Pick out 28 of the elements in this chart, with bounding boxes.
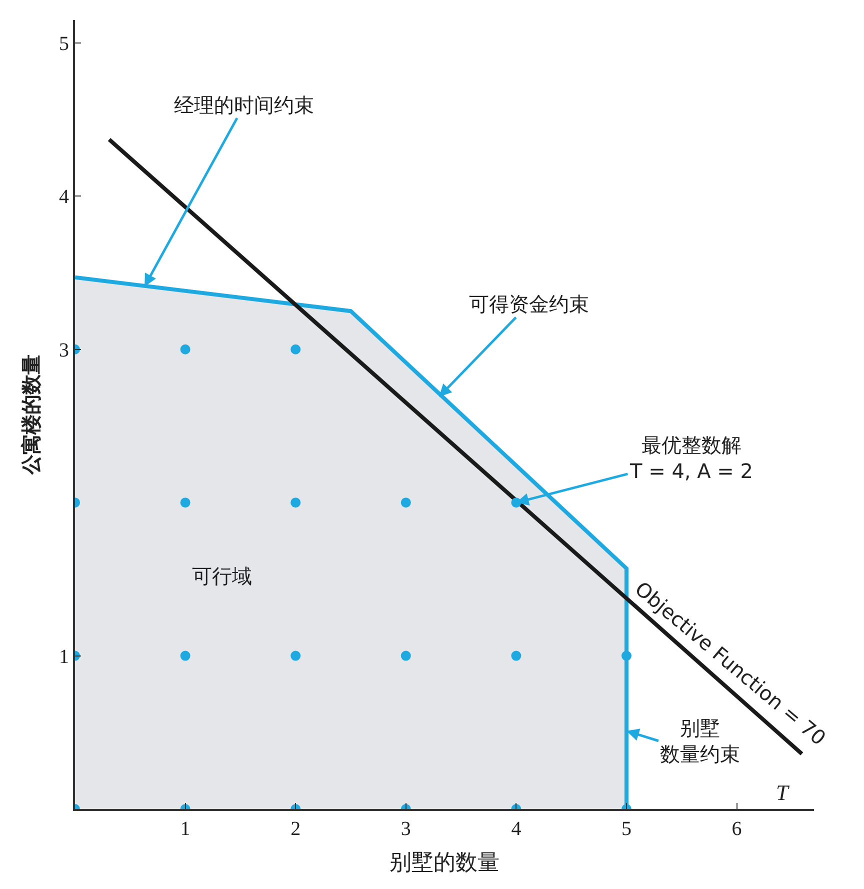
y-tick-label: 1 bbox=[59, 646, 69, 668]
point bbox=[180, 344, 190, 354]
point bbox=[290, 498, 301, 508]
x-tick-label: 4 bbox=[511, 818, 522, 840]
x-tick-label: 6 bbox=[732, 818, 742, 840]
point bbox=[180, 498, 190, 508]
annotation: 别墅数量约束 bbox=[660, 716, 740, 766]
y-tick-label: 3 bbox=[59, 339, 69, 362]
x-axis-title: 别墅的数量 bbox=[390, 850, 500, 876]
point bbox=[290, 650, 301, 661]
annotation: T bbox=[776, 780, 790, 805]
y-tick-label: 4 bbox=[59, 186, 69, 208]
x-tick-label: 5 bbox=[621, 818, 632, 840]
point bbox=[400, 498, 411, 508]
point bbox=[400, 650, 411, 661]
y-axis-title: 公寓楼的数量 bbox=[19, 354, 43, 476]
point bbox=[180, 650, 190, 661]
y-tick-label: 5 bbox=[59, 32, 69, 55]
point bbox=[621, 650, 632, 661]
x-tick-label: 3 bbox=[400, 818, 411, 840]
point bbox=[511, 650, 522, 661]
annotation: 可得资金约束 bbox=[469, 292, 589, 316]
x-tick-label: 1 bbox=[180, 818, 190, 840]
point bbox=[290, 344, 301, 354]
annotation: 可行域 bbox=[192, 564, 252, 588]
annotation: 最优整数解 T = 4, A = 2 bbox=[629, 433, 754, 483]
x-tick-label: 2 bbox=[290, 818, 301, 840]
annotation: 经理的时间约束 bbox=[174, 93, 314, 117]
